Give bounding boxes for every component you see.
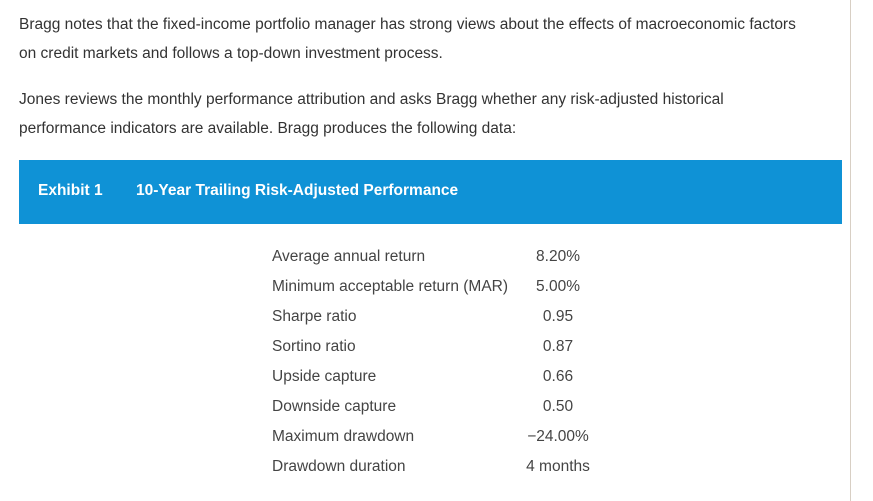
metric-label: Sortino ratio <box>272 338 356 355</box>
table-row: Minimum acceptable return (MAR) 5.00% <box>266 272 598 302</box>
table-row: Sortino ratio 0.87 <box>266 332 598 362</box>
table-row: Average annual return 8.20% <box>266 242 598 272</box>
table-row: Upside capture 0.66 <box>266 362 598 392</box>
metric-value: 8.20% <box>536 248 580 265</box>
request-paragraph: Jones reviews the monthly performance at… <box>19 85 839 143</box>
paragraph-line: Bragg notes that the fixed-income portfo… <box>19 16 796 33</box>
metric-label: Drawdown duration <box>272 458 406 475</box>
metric-value: 0.95 <box>542 308 574 325</box>
paragraph-line: performance indicators are available. Br… <box>19 120 517 137</box>
table-row: Sharpe ratio 0.95 <box>266 302 598 332</box>
metric-label: Maximum drawdown <box>272 428 415 445</box>
table-row: Downside capture 0.50 <box>266 392 598 422</box>
metric-label: Minimum acceptable return (MAR) <box>272 278 509 295</box>
document-frame: Bragg notes that the fixed-income portfo… <box>19 0 851 501</box>
metric-label: Sharpe ratio <box>272 308 357 325</box>
table-row: Maximum drawdown −24.00% <box>266 422 598 452</box>
performance-table: Average annual return 8.20% Minimum acce… <box>266 242 598 482</box>
metric-value: −24.00% <box>527 428 589 445</box>
metric-label: Downside capture <box>272 398 397 415</box>
exhibit-header: Exhibit 1 10-Year Trailing Risk-Adjusted… <box>19 160 842 224</box>
metric-label: Upside capture <box>272 368 377 385</box>
metric-value: 4 months <box>526 458 590 475</box>
exhibit-title: 10-Year Trailing Risk-Adjusted Performan… <box>136 182 459 199</box>
metric-value: 0.87 <box>542 338 574 355</box>
exhibit-number: Exhibit 1 <box>38 182 103 199</box>
intro-paragraph: Bragg notes that the fixed-income portfo… <box>19 10 839 68</box>
paragraph-line: Jones reviews the monthly performance at… <box>19 91 724 108</box>
paragraph-line: on credit markets and follows a top-down… <box>19 45 443 62</box>
table-row: Drawdown duration 4 months <box>266 452 598 482</box>
metric-label: Average annual return <box>272 248 426 265</box>
metric-value: 0.50 <box>542 398 574 415</box>
metric-value: 0.66 <box>542 368 574 385</box>
metric-value: 5.00% <box>536 278 580 295</box>
